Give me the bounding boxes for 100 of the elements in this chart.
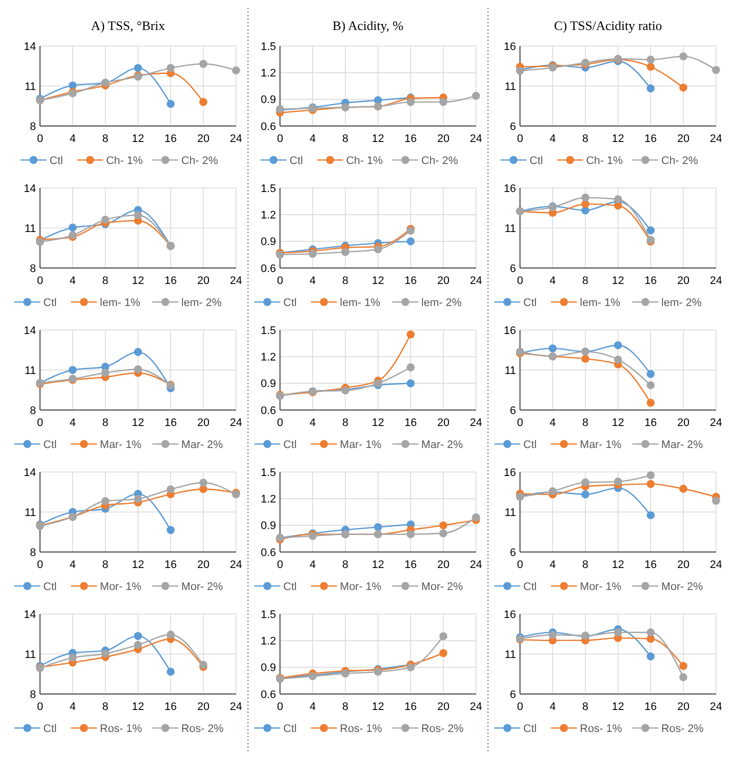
legend-label: Ch- 1% [346,154,383,167]
x-tick-label: 0 [276,417,284,429]
x-tick-label: 12 [132,701,144,713]
point [308,250,317,258]
x-tick-label: 24 [230,275,242,287]
x-tick-label: 16 [404,133,417,145]
legend-label: Ctl [43,296,57,309]
y-tick-label: 11 [24,648,36,661]
x-tick-label: 4 [310,559,316,571]
y-tick-label: 6 [510,262,516,275]
point [166,485,175,494]
y-tick-label: 1.2 [260,352,276,364]
x-tick-label: 16 [404,275,417,287]
x-tick-label: 20 [197,133,210,145]
x-tick-label: 24 [710,133,722,145]
point [472,513,480,522]
legend-label: Mar- 1% [580,438,622,451]
legend-label: Ctl [283,580,297,593]
legend-label: Ctl [43,438,57,451]
x-tick-label: 4 [550,559,556,571]
y-tick-label: 1.5 [260,324,276,337]
x-tick-label: 16 [164,133,177,145]
x-tick-label: 16 [404,417,417,429]
legend-label: Mor- 1% [340,580,382,593]
point [199,98,208,106]
point [614,628,622,636]
legend-label: Ros- 2% [421,722,464,735]
x-tick-label: 8 [102,559,108,571]
y-tick-label: 16 [504,608,516,621]
x-tick-label: 24 [470,275,482,287]
point [581,490,590,498]
y-tick-label: 1.2 [260,494,276,506]
x-tick-label: 0 [516,275,524,287]
y-tick-label: 8 [30,546,36,559]
point [646,370,655,378]
x-tick-label: 20 [437,417,450,429]
x-tick-label: 8 [342,417,348,429]
point [101,497,110,506]
point [679,84,688,92]
x-tick-label: 16 [644,559,657,571]
x-tick-label: 16 [644,133,657,145]
x-tick-label: 0 [276,133,284,145]
point [581,478,590,486]
point [646,62,655,71]
y-tick-label: 1.2 [260,636,276,648]
legend-label: Mor- 1% [580,580,622,593]
x-tick-label: 8 [582,417,588,429]
point [581,194,590,202]
y-tick-label: 11 [504,648,516,661]
point [199,60,208,68]
y-tick-label: 6 [510,688,516,701]
point [134,632,142,640]
chart-title: A) TSS, °Brix [91,18,166,33]
x-tick-label: 20 [677,417,690,429]
legend-label: Ros- 1% [100,722,142,735]
point [439,529,448,538]
x-tick-label: 0 [36,133,44,145]
legend-label: Mor- 2% [421,580,464,593]
x-tick-label: 24 [470,701,482,713]
y-tick-label: 1.5 [260,40,276,53]
x-tick-label: 20 [197,559,210,571]
x-tick-label: 12 [132,559,144,571]
point [134,494,142,503]
x-tick-label: 4 [70,133,76,145]
x-tick-label: 4 [70,275,76,287]
legend-label: lem- 1% [580,296,620,309]
point [646,226,655,234]
x-tick-label: 4 [310,417,316,429]
legend-label: Ch- 2% [661,154,698,167]
x-tick-label: 0 [276,559,284,571]
legend-label: lem- 2% [421,296,462,309]
x-tick-label: 20 [197,701,210,713]
x-tick-label: 12 [612,701,624,713]
x-tick-label: 24 [470,133,482,145]
point [166,64,175,72]
x-tick-label: 8 [582,701,588,713]
x-tick-label: 8 [102,701,108,713]
x-tick-label: 4 [310,275,316,287]
x-tick-label: 16 [404,701,417,713]
x-tick-label: 0 [36,559,44,571]
x-tick-label: 0 [276,701,284,713]
point [614,341,622,350]
x-tick-label: 4 [310,701,316,713]
point [199,478,208,487]
legend-label: lem- 1% [340,296,380,309]
y-tick-label: 1.2 [260,68,276,80]
x-tick-label: 12 [372,417,384,429]
x-tick-label: 20 [677,559,690,571]
x-tick-label: 20 [437,275,450,287]
x-tick-label: 24 [230,417,242,429]
point [646,652,655,660]
y-tick-label: 14 [24,608,36,621]
x-tick-label: 12 [372,133,384,145]
x-tick-label: 4 [70,701,76,713]
legend-label: Ch- 1% [586,154,623,167]
x-tick-label: 0 [516,701,524,713]
x-tick-label: 16 [164,559,177,571]
y-tick-label: 1.5 [260,608,276,621]
y-tick-label: 0.9 [260,236,276,248]
point [406,530,415,538]
